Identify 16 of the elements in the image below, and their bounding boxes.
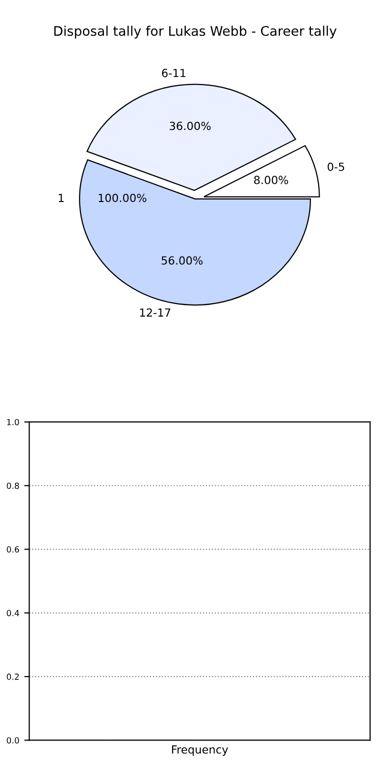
data-label: 36.00% [170, 122, 211, 130]
data-label: 56.00% [162, 256, 203, 265]
slice-label: 0-5 [328, 162, 344, 171]
data-label: 8.00% [254, 176, 288, 184]
chart-title: Disposal tally for Lukas Webb - Career tally [54, 26, 337, 38]
text: 1 [58, 194, 64, 202]
y-tick-label: 0.6 [6, 546, 20, 553]
y-tick-label: 0.2 [6, 674, 19, 680]
y-tick-label: 0.0 [6, 737, 19, 744]
y-tick-label: 0.4 [6, 610, 20, 616]
text: 100.00% [98, 194, 146, 202]
slice-label: 6-11 [162, 68, 186, 78]
y-tick-label: 1.0 [7, 418, 19, 426]
y-tick-label: 0.8 [6, 482, 19, 489]
slice-label: 12-17 [140, 308, 170, 317]
x-tick-label: Frequency [172, 745, 228, 756]
